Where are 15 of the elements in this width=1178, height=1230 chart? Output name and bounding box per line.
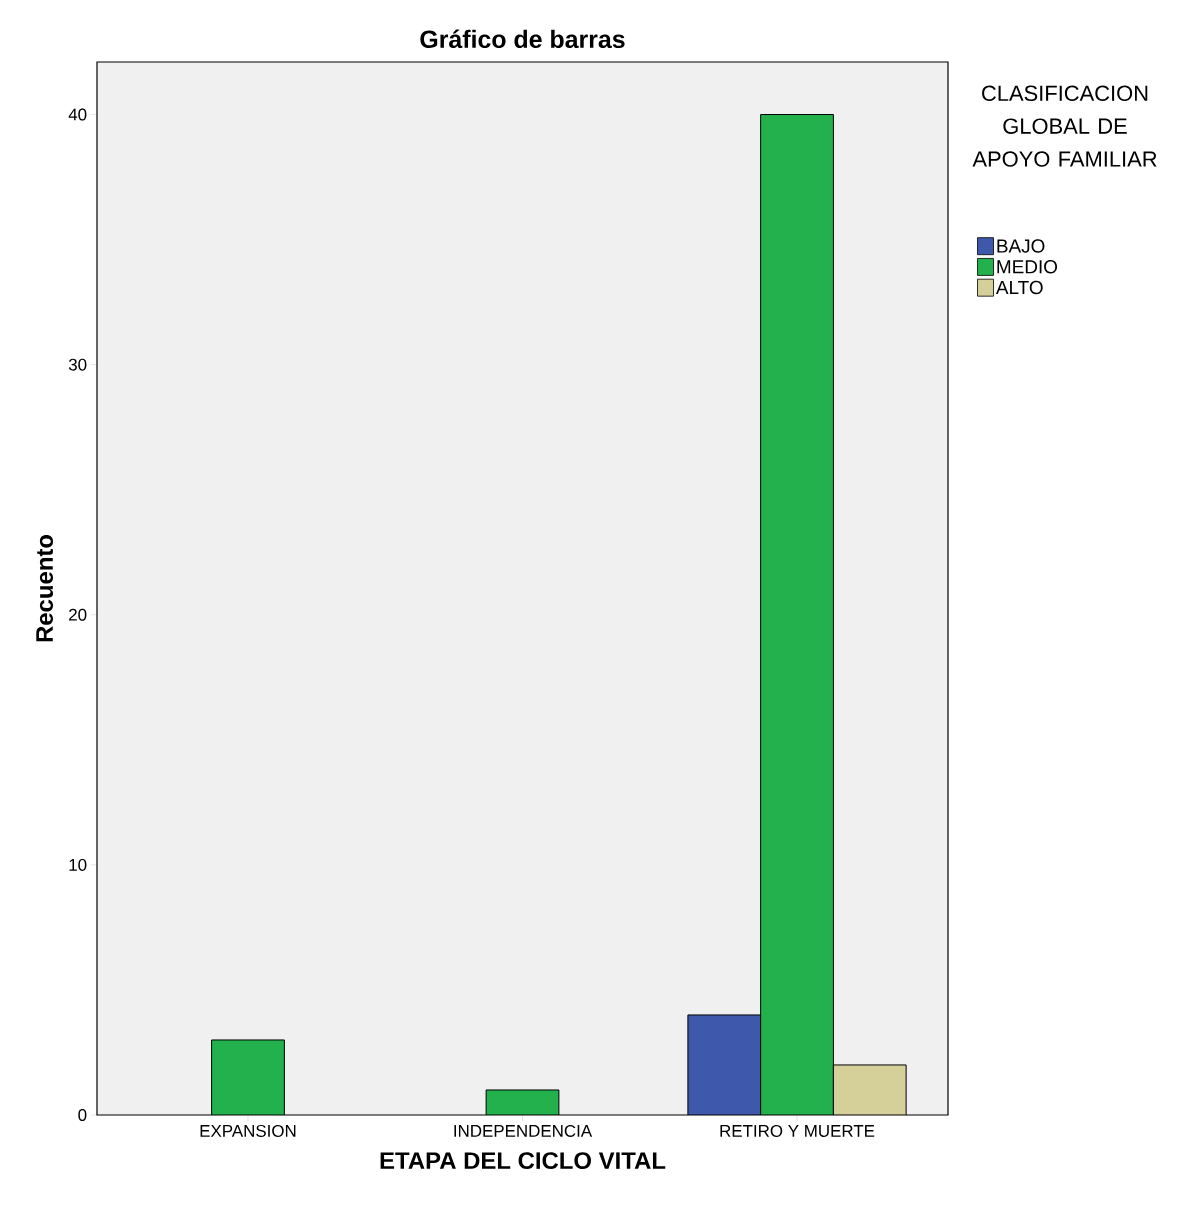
y-tick-label: 10	[69, 858, 87, 871]
y-axis-title: Recuento	[36, 534, 54, 642]
y-tick-label: 30	[68, 358, 87, 371]
x-tick-label: INDEPENDENCIA	[454, 1124, 593, 1137]
legend-label: ALTO	[995, 280, 1043, 295]
x-axis-title: ETAPA DEL CICLO VITAL	[380, 1152, 666, 1170]
x-tick-label: EXPANSION	[200, 1124, 296, 1137]
chart-title: Gráfico de barras	[420, 29, 625, 49]
y-tick-label: 40	[68, 108, 87, 121]
y-tick-label: 0	[78, 1108, 87, 1121]
legend-label: MEDIO	[997, 260, 1058, 274]
legend-title: CLASIFICACION GLOBAL DE APOYO FAMILIAR	[972, 85, 1157, 167]
x-tick-label: RETIRO Y MUERTE	[720, 1124, 875, 1137]
y-tick-label: 20	[69, 608, 87, 621]
legend-label: BAJO	[997, 239, 1045, 253]
